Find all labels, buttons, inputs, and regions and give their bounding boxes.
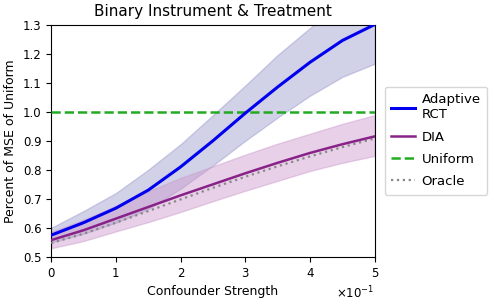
Legend: Adaptive
RCT, DIA, Uniform, Oracle: Adaptive RCT, DIA, Uniform, Oracle xyxy=(385,87,487,195)
Y-axis label: Percent of MSE of Uniform: Percent of MSE of Uniform xyxy=(4,59,17,222)
X-axis label: Confounder Strength: Confounder Strength xyxy=(148,285,278,298)
Title: Binary Instrument & Treatment: Binary Instrument & Treatment xyxy=(94,4,332,19)
Text: $\times10^{-1}$: $\times10^{-1}$ xyxy=(337,285,375,301)
